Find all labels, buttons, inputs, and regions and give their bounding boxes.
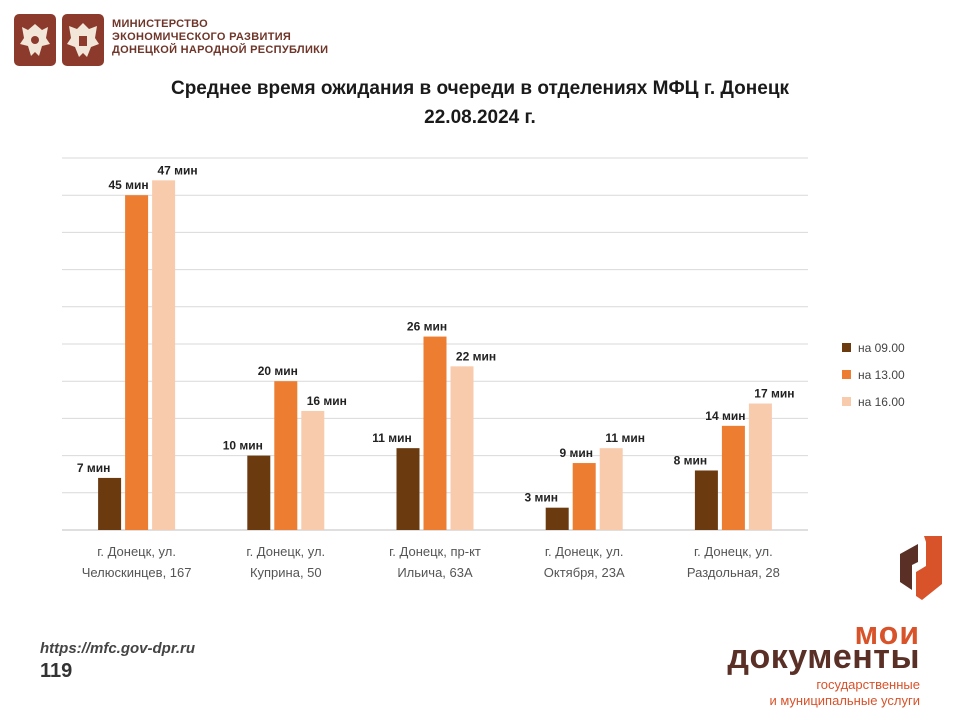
category-label-2: Куприна, 50 xyxy=(250,565,322,580)
bar-2-5 xyxy=(721,425,745,530)
data-label-2-4: 9 мин xyxy=(559,446,593,460)
logo-line-4: и муниципальные услуги xyxy=(769,693,920,708)
bar-1-2 xyxy=(247,455,271,530)
site-url: https://mfc.gov-dpr.ru xyxy=(40,640,195,657)
category-label-5: г. Донецк, ул. xyxy=(694,544,773,559)
moi-dokumenty-mark-icon xyxy=(900,536,942,600)
legend-label-1600: на 16.00 xyxy=(858,394,905,409)
data-label-3-1: 47 мин xyxy=(158,163,198,177)
bar-1-4 xyxy=(545,507,569,530)
data-label-1-2: 10 мин xyxy=(223,439,263,453)
dpr-emblem-icon xyxy=(62,14,104,66)
data-label-1-4: 3 мин xyxy=(524,491,558,505)
legend-swatch-1600 xyxy=(842,397,851,406)
category-label-3: Ильича, 63А xyxy=(397,565,473,580)
data-label-3-4: 11 мин xyxy=(605,431,645,445)
bar-3-3 xyxy=(450,366,474,530)
data-label-1-5: 8 мин xyxy=(674,453,708,467)
category-label-4: Октября, 23А xyxy=(544,565,625,580)
bar-3-5 xyxy=(748,403,772,530)
legend-item-0900: на 09.00 xyxy=(842,334,905,361)
bar-2-1 xyxy=(125,195,149,530)
chart-title: Среднее время ожидания в очереди в отдел… xyxy=(170,78,790,99)
category-label-4: г. Донецк, ул. xyxy=(545,544,624,559)
logo-line-3: государственные xyxy=(816,677,920,692)
bar-3-4 xyxy=(599,448,623,530)
data-label-2-1: 45 мин xyxy=(109,178,149,192)
legend-item-1600: на 16.00 xyxy=(842,388,905,415)
ministry-line-2: ЭКОНОМИЧЕСКОГО РАЗВИТИЯ xyxy=(112,31,292,43)
legend-item-1300: на 13.00 xyxy=(842,361,905,388)
chart-subtitle: 22.08.2024 г. xyxy=(424,107,536,128)
data-label-3-5: 17 мин xyxy=(754,387,794,401)
bar-1-1 xyxy=(98,477,122,530)
category-label-2: г. Донецк, ул. xyxy=(246,544,325,559)
data-label-2-3: 26 мин xyxy=(407,320,447,334)
logo-line-1: мои xyxy=(854,615,920,651)
bar-2-3 xyxy=(423,336,447,530)
bar-2-4 xyxy=(572,463,596,530)
ministry-line-3: ДОНЕЦКОЙ НАРОДНОЙ РЕСПУБЛИКИ xyxy=(112,44,329,56)
logo-line-2: документы xyxy=(727,638,920,676)
bar-3-1 xyxy=(152,180,176,530)
bar-1-5 xyxy=(694,470,718,530)
legend-label-1300: на 13.00 xyxy=(858,367,905,382)
bar-1-3 xyxy=(396,448,420,530)
category-label-1: г. Донецк, ул. xyxy=(97,544,176,559)
legend-label-0900: на 09.00 xyxy=(858,340,905,355)
russia-emblem-icon xyxy=(14,14,56,66)
data-label-1-1: 7 мин xyxy=(77,461,111,475)
bar-3-2 xyxy=(301,410,325,530)
legend-swatch-1300 xyxy=(842,370,851,379)
data-label-1-3: 11 мин xyxy=(372,431,412,445)
legend-swatch-0900 xyxy=(842,343,851,352)
data-label-2-2: 20 мин xyxy=(258,364,298,378)
moi-dokumenty-logo: мои документы государственные и муниципа… xyxy=(722,530,952,715)
ministry-line-1: МИНИСТЕРСТВО xyxy=(112,18,208,30)
data-label-3-2: 16 мин xyxy=(307,394,347,408)
data-label-3-3: 22 мин xyxy=(456,349,496,363)
chart-legend: на 09.00 на 13.00 на 16.00 xyxy=(842,334,905,415)
category-label-1: Челюскинцев, 167 xyxy=(82,565,192,580)
category-label-5: Раздольная, 28 xyxy=(687,565,780,580)
data-label-2-5: 14 мин xyxy=(705,409,745,423)
page-number: 119 xyxy=(40,660,73,682)
bar-2-2 xyxy=(274,381,298,530)
ministry-name: МИНИСТЕРСТВО ЭКОНОМИЧЕСКОГО РАЗВИТИЯ ДОН… xyxy=(112,18,328,57)
category-label-3: г. Донецк, пр-кт xyxy=(389,544,481,559)
